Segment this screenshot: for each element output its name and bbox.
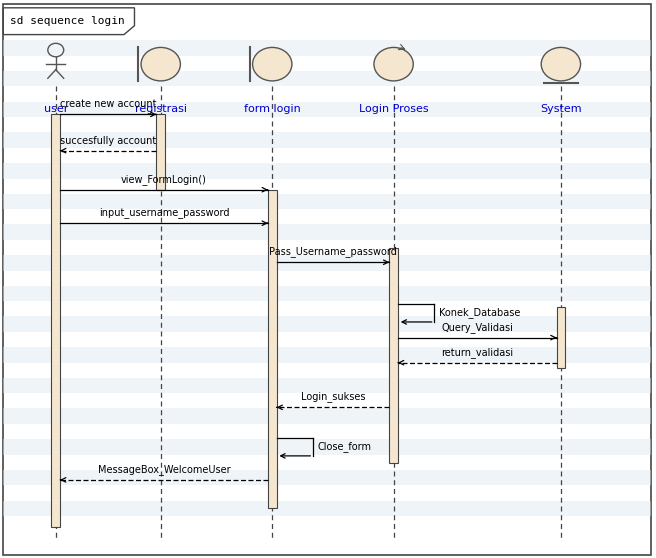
Text: input_username_password: input_username_password (99, 207, 229, 218)
Bar (3, 408, 651, 424)
Circle shape (541, 47, 581, 81)
Bar (3, 224, 651, 240)
Text: Close_form: Close_form (318, 441, 372, 453)
Text: view_FormLogin(): view_FormLogin() (121, 174, 207, 185)
Bar (3, 439, 651, 455)
Bar (3, 71, 651, 86)
Text: MessageBox_WelcomeUser: MessageBox_WelcomeUser (98, 464, 230, 475)
Bar (3, 316, 651, 332)
Text: Query_Validasi: Query_Validasi (441, 321, 513, 333)
Text: sd sequence login: sd sequence login (10, 16, 125, 26)
Bar (556, 307, 565, 368)
Circle shape (141, 47, 180, 81)
Text: Konek_Database: Konek_Database (440, 307, 521, 319)
Text: System: System (540, 104, 582, 114)
Bar (3, 470, 651, 485)
Text: form login: form login (244, 104, 300, 114)
Bar (3, 194, 651, 209)
Bar (268, 190, 277, 508)
Bar (3, 40, 651, 56)
Bar (3, 132, 651, 148)
Bar (3, 378, 651, 393)
Bar (3, 255, 651, 271)
Bar (156, 114, 165, 190)
Circle shape (374, 47, 413, 81)
Text: Pass_Username_password: Pass_Username_password (269, 246, 397, 257)
Text: return_validasi: return_validasi (441, 347, 513, 358)
Bar (3, 347, 651, 363)
Bar (3, 286, 651, 301)
Bar (390, 248, 398, 463)
Bar (3, 163, 651, 179)
Bar (3, 102, 651, 117)
Text: succesfully account: succesfully account (60, 136, 156, 146)
Circle shape (253, 47, 292, 81)
Bar (3, 501, 651, 516)
Polygon shape (3, 8, 134, 35)
Text: Login Proses: Login Proses (359, 104, 428, 114)
Text: registrasi: registrasi (134, 104, 187, 114)
Text: Login_sukses: Login_sukses (300, 391, 365, 402)
Bar (51, 114, 60, 527)
Text: user: user (43, 104, 68, 114)
Text: create new account: create new account (60, 99, 157, 109)
